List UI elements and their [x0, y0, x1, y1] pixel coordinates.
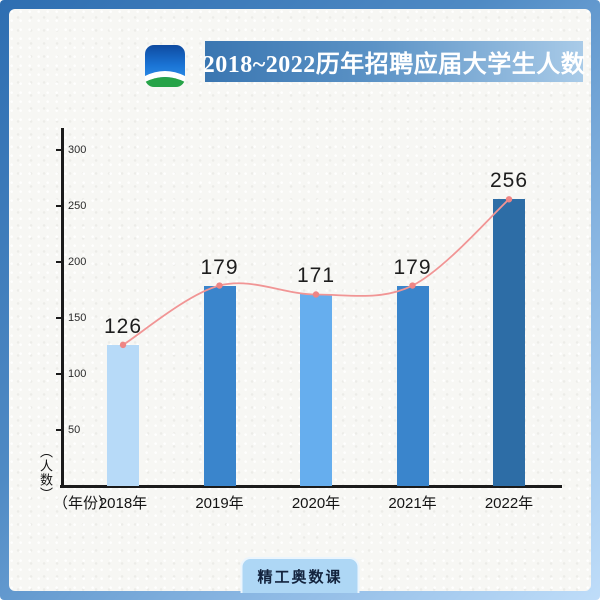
bar-2020年	[300, 294, 332, 486]
y-tick-mark	[56, 373, 62, 375]
y-tick-label: 100	[68, 368, 87, 380]
x-axis-unit-label: （年份）	[53, 495, 114, 512]
bar-2018年	[107, 344, 139, 486]
y-tick-mark	[56, 429, 62, 431]
bar-value-label: 126	[103, 314, 143, 338]
chart-title: 2018~2022历年招聘应届大学生人数	[202, 52, 586, 78]
y-tick-mark	[56, 205, 62, 207]
bar-value-label: 171	[296, 264, 336, 288]
brand-badge: 精工奥数课	[240, 557, 360, 593]
bar-2022年	[493, 199, 525, 486]
y-axis-line	[61, 128, 64, 488]
x-tick-label-2018年: 2018年	[98, 495, 148, 512]
y-tick-label: 50	[68, 424, 81, 436]
x-tick-label-2021年: 2021年	[388, 495, 437, 512]
y-tick-label: 250	[68, 200, 87, 212]
y-tick-label: 300	[68, 144, 87, 156]
title-banner: 2018~2022历年招聘应届大学生人数	[202, 41, 586, 82]
y-tick-label: 150	[68, 312, 87, 324]
y-axis-unit-label: （人数）	[38, 445, 53, 501]
bar-value-label: 179	[393, 255, 432, 279]
brand-logo	[145, 45, 185, 87]
x-tick-label-2019年: 2019年	[195, 495, 244, 512]
x-tick-label-2020年: 2020年	[291, 495, 341, 512]
y-tick-mark	[56, 317, 62, 319]
bar-value-label: 256	[489, 169, 529, 193]
y-tick-label: 200	[68, 256, 87, 268]
bar-2021年	[396, 285, 429, 486]
bar-value-label: 179	[200, 255, 239, 279]
y-tick-mark	[56, 261, 62, 263]
x-axis-line	[60, 485, 562, 488]
hill-logo-icon	[145, 45, 185, 87]
bar-2019年	[203, 285, 236, 486]
y-tick-mark	[56, 149, 62, 151]
x-tick-label-2022年: 2022年	[484, 495, 534, 512]
